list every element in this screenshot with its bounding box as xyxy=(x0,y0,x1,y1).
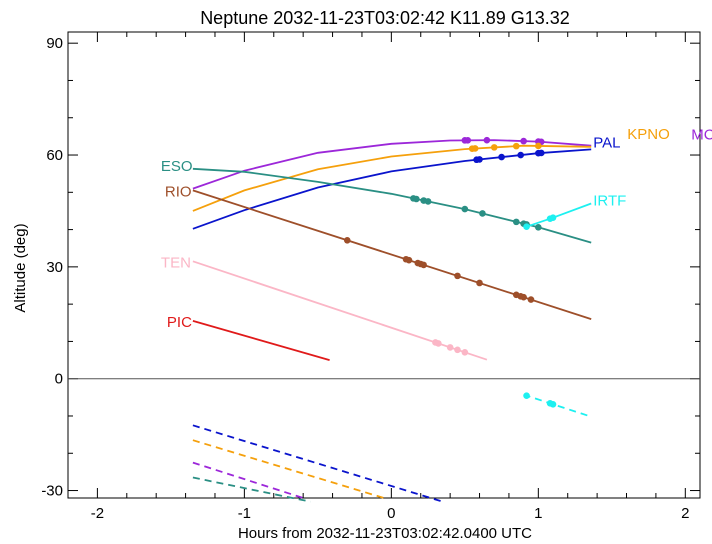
x-tick-label: -2 xyxy=(91,505,104,522)
y-tick-label: 90 xyxy=(46,35,63,52)
series-line-pal xyxy=(192,148,592,230)
plot-frame xyxy=(67,31,701,499)
y-tick-label: 30 xyxy=(46,259,63,276)
data-point-ten xyxy=(446,344,454,351)
series-line-irtf xyxy=(523,202,592,229)
series-label-kpno: KPNO xyxy=(627,126,670,143)
data-point-eso xyxy=(424,198,432,205)
x-axis-label: Hours from 2032-11-23T03:02:42.0400 UTC xyxy=(238,525,532,542)
data-point-ten xyxy=(454,346,461,354)
data-point-rio xyxy=(343,236,351,244)
series-dashed-line-eso xyxy=(192,476,311,503)
data-point-ten xyxy=(435,340,442,347)
data-point-rio xyxy=(476,279,483,287)
data-point-rio xyxy=(405,256,413,264)
data-point-rio xyxy=(420,261,427,269)
data-point-dashed-irtf xyxy=(523,392,530,399)
series-dashed-line-pal xyxy=(192,424,444,503)
series-label-eso: ESO xyxy=(161,158,193,175)
data-point-kpno xyxy=(471,145,479,152)
series-label-pic: PIC xyxy=(167,314,192,331)
plot-area: -2 -1 0 1 2 -30 0 30 60 90 MCD KPNO PAL ESO RIO TEN PIC I… xyxy=(41,31,712,522)
data-point-kpno xyxy=(535,142,542,150)
data-point-eso xyxy=(461,205,469,213)
x-tick-label: -1 xyxy=(238,505,251,522)
data-point-mcd xyxy=(464,137,472,144)
data-point-rio xyxy=(454,272,461,280)
data-point-pal xyxy=(476,156,483,163)
data-point-pal xyxy=(537,149,545,157)
data-point-irtf xyxy=(549,214,557,221)
chart-title: Neptune 2032-11-23T03:02:42 K11.89 G13.3… xyxy=(200,8,570,28)
data-point-eso xyxy=(512,218,520,226)
data-point-pal xyxy=(498,153,505,161)
data-point-mcd xyxy=(520,137,527,145)
x-tick-label: 2 xyxy=(681,505,689,522)
data-point-eso xyxy=(535,224,542,231)
series-line-eso xyxy=(192,167,592,244)
data-point-pal xyxy=(517,151,524,159)
series-dashed-line-mcd xyxy=(192,461,304,499)
data-point-eso xyxy=(413,195,420,203)
data-point-mcd xyxy=(483,136,491,144)
series-line-kpno xyxy=(192,144,592,212)
data-point-kpno xyxy=(490,144,498,151)
series-label-irtf: IRTF xyxy=(593,192,626,209)
data-point-ten xyxy=(461,349,469,356)
x-tick-label: 0 xyxy=(387,505,395,522)
series-dashed-line-kpno xyxy=(192,439,385,499)
series-line-pic xyxy=(192,320,330,361)
data-point-kpno xyxy=(512,142,520,150)
y-tick-label: 0 xyxy=(55,371,63,388)
series-dashed-line-irtf xyxy=(523,393,592,418)
series-label-pal: PAL xyxy=(593,134,620,151)
x-tick-label: 1 xyxy=(534,505,542,522)
data-point-irtf xyxy=(523,223,530,231)
series-line-ten xyxy=(192,260,488,361)
data-point-eso xyxy=(479,210,486,217)
series-line-mcd xyxy=(192,139,592,190)
series-label-ten: TEN xyxy=(161,254,191,271)
series-label-mcd: MCD xyxy=(691,127,712,144)
data-point-rio xyxy=(520,293,527,301)
data-point-rio xyxy=(527,296,535,303)
series-label-rio: RIO xyxy=(165,183,192,200)
data-point-dashed-irtf xyxy=(549,400,557,408)
y-tick-label: 60 xyxy=(46,147,63,164)
y-axis-label: Altitude (deg) xyxy=(12,223,29,312)
y-tick-label: -30 xyxy=(41,483,63,500)
